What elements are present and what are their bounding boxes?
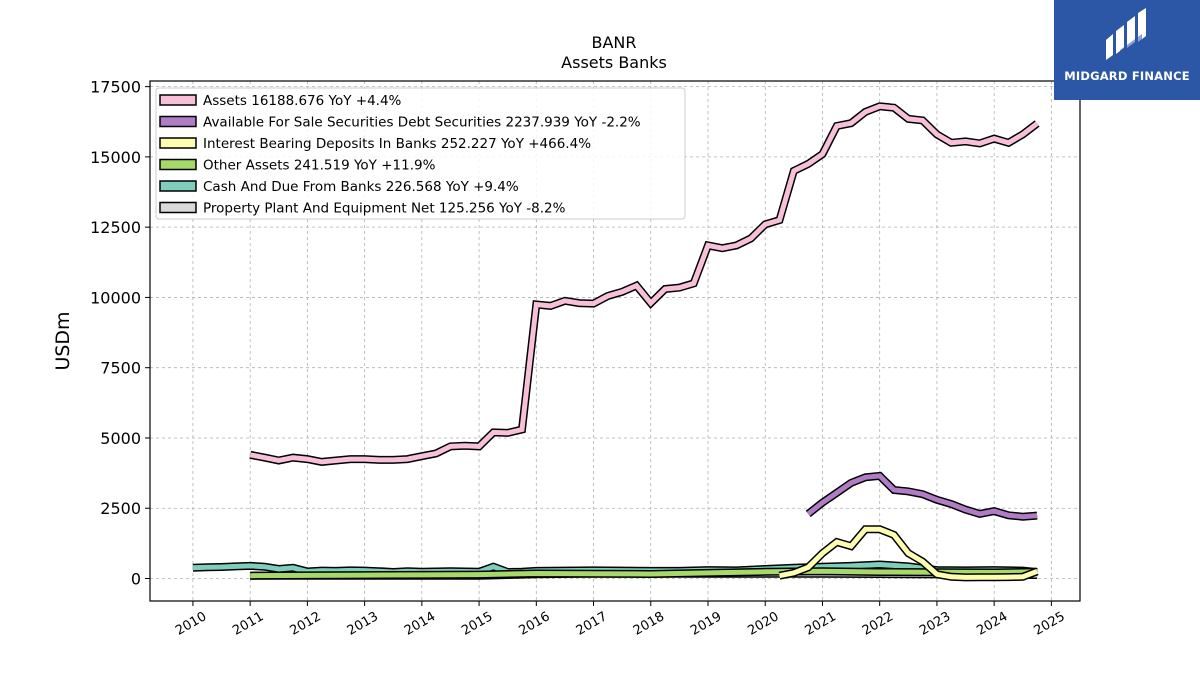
legend-swatch — [159, 180, 197, 192]
plot-frame — [149, 80, 1081, 602]
y-tick-label: 5000 — [100, 429, 141, 448]
series-1-line — [805, 471, 1038, 521]
legend-box — [155, 87, 686, 220]
y-tick-label: 17500 — [90, 78, 141, 97]
legend-entry: Interest Bearing Deposits In Banks 252.2… — [203, 136, 591, 152]
series-2-line — [778, 525, 1039, 582]
legend-swatch — [159, 115, 197, 128]
series-0-line — [249, 102, 1040, 466]
series-4-line — [192, 560, 1038, 577]
series-3-line — [250, 567, 1038, 580]
legend-entry: Cash And Due From Banks 226.568 YoY +9.4… — [203, 179, 519, 195]
chart-subtitle: Assets Banks — [561, 53, 667, 72]
legend: Assets 16188.676 YoY +4.4% Available For … — [155, 87, 686, 220]
legend-entry: Other Assets 241.519 YoY +11.9% — [203, 158, 436, 174]
brand-logo: MIDGARD FINANCE — [1054, 0, 1200, 100]
y-tick-label: 12500 — [90, 218, 141, 237]
y-tick-label: 7500 — [100, 359, 141, 378]
series-layer — [192, 102, 1040, 582]
legend-entry: Assets 16188.676 YoY +4.4% — [203, 93, 402, 109]
brand-name: MIDGARD FINANCE — [1064, 69, 1190, 83]
y-tick-label: 0 — [131, 570, 141, 589]
y-axis: 0 2500 5000 7500 10000 12500 15000 17500 — [90, 78, 150, 589]
legend-swatch — [159, 158, 197, 171]
chart-title: BANR — [591, 33, 636, 52]
y-tick-label: 10000 — [90, 288, 141, 307]
legend-entry: Property Plant And Equipment Net 125.256… — [203, 201, 566, 217]
legend-entry: Available For Sale Securities Debt Secur… — [203, 115, 641, 131]
legend-swatch — [159, 94, 197, 106]
y-axis-label: USDm — [52, 311, 74, 370]
midgard-logo-icon — [1106, 8, 1146, 60]
y-tick-label: 2500 — [100, 499, 141, 518]
legend-swatch — [159, 201, 197, 214]
y-tick-label: 15000 — [90, 148, 141, 167]
legend-swatch — [159, 137, 197, 149]
